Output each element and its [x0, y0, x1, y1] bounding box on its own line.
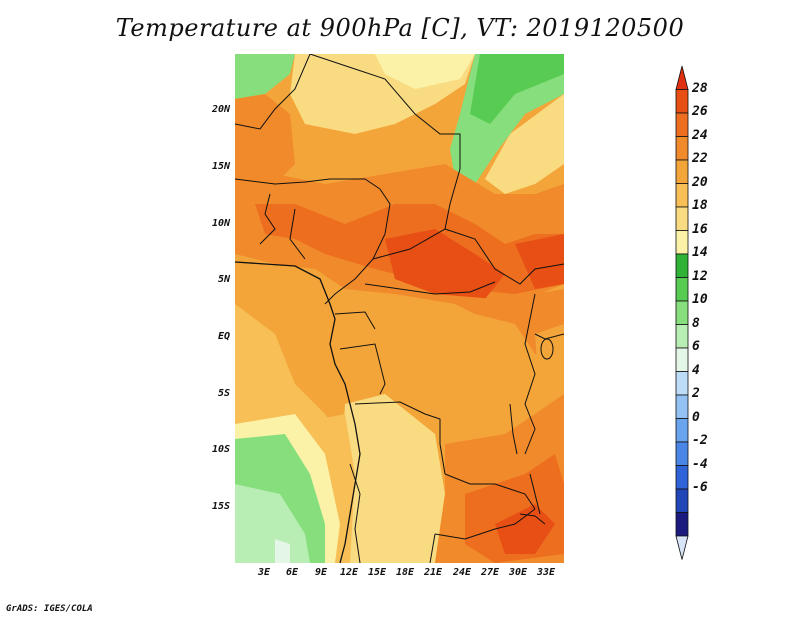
colorbar-segment — [675, 418, 689, 443]
colorbar-segment — [675, 183, 689, 208]
lat-label: 5N — [217, 274, 230, 285]
zone-basin-24 — [435, 289, 564, 354]
colorbar-segment — [675, 324, 689, 349]
colorbar-segment — [675, 347, 689, 372]
lon-label: 30E — [508, 567, 528, 578]
colorbar-segments — [675, 65, 689, 560]
colorbar-segment — [675, 206, 689, 231]
lat-label: 10N — [211, 218, 230, 229]
colorbar-segment — [675, 300, 689, 325]
colorbar-segment — [675, 136, 689, 161]
colorbar-tick-label: 28 — [692, 80, 708, 96]
lat-label: 15N — [211, 161, 230, 172]
zone-northeast-pale — [485, 94, 564, 194]
lat-label: 20N — [211, 104, 230, 115]
colorbar-tick-label: -4 — [692, 456, 708, 472]
grads-credit: GrADS: IGES/COLA — [6, 604, 93, 614]
zone-north-pale2 — [375, 54, 475, 89]
colorbar-segment — [675, 159, 689, 184]
colorbar-tick-label: 8 — [692, 315, 700, 331]
lon-label: 18E — [395, 567, 415, 578]
colorbar-tick-label: 24 — [692, 127, 708, 143]
lon-label: 24E — [452, 567, 472, 578]
zone-west-24 — [235, 94, 295, 194]
zone-east-28 — [515, 234, 564, 289]
lon-label: 33E — [536, 567, 556, 578]
zone-ocean-12 — [235, 484, 310, 563]
colorbar-bottom-triangle — [675, 535, 689, 560]
lon-label: 21E — [423, 567, 443, 578]
colorbar-tick-label: 16 — [692, 221, 708, 237]
zone-northeast-green2 — [470, 54, 564, 124]
lon-label: 6E — [285, 567, 299, 578]
colorbar-tick-label: 4 — [692, 362, 700, 378]
colorbar-tick-label: 6 — [692, 339, 700, 354]
colorbar-tick-label: -2 — [692, 433, 708, 448]
colorbar-segment — [675, 512, 689, 537]
colorbar-segment — [675, 371, 689, 396]
coastline — [235, 261, 361, 563]
lon-label: 9E — [314, 567, 328, 578]
colorbar-segment — [675, 465, 689, 490]
zone-gulf-20 — [235, 304, 345, 444]
colorbar-tick-label: -6 — [692, 480, 708, 495]
map-title: Temperature at 900hPa [C], VT: 201912050… — [115, 14, 685, 42]
colorbar-tick-label: 18 — [692, 198, 708, 213]
colorbar-segment — [675, 394, 689, 419]
zone-angola-pale — [340, 394, 445, 563]
colorbar-segment — [675, 89, 689, 114]
lat-label: 5S — [217, 388, 230, 399]
colorbar — [675, 65, 689, 560]
lon-label: 12E — [339, 567, 359, 578]
colorbar-segment — [675, 112, 689, 137]
zone-northwest-green — [235, 54, 295, 99]
zone-ocean-10 — [275, 539, 290, 563]
colorbar-tick-label: 2 — [692, 386, 700, 401]
lakes — [509, 338, 554, 525]
zone-southeast-28 — [495, 504, 555, 554]
colorbar-segment — [675, 488, 689, 513]
colorbar-tick-label: 26 — [692, 104, 708, 119]
country-boundaries — [235, 54, 564, 563]
zone-gulf-22 — [235, 254, 345, 324]
colorbar-segment — [675, 253, 689, 278]
colorbar-segment — [675, 441, 689, 466]
lon-label: 15E — [367, 567, 387, 578]
lat-label: 15S — [211, 501, 230, 512]
colorbar-tick-label: 10 — [692, 292, 708, 307]
temperature-map — [235, 54, 564, 563]
lat-label: 10S — [211, 444, 230, 455]
colorbar-tick-label: 14 — [692, 245, 708, 260]
colorbar-tick-label: 12 — [692, 268, 708, 284]
colorbar-tick-label: 20 — [692, 174, 708, 190]
zone-basin-22 — [375, 304, 545, 444]
lon-label: 27E — [480, 567, 500, 578]
colorbar-segment — [675, 230, 689, 255]
lat-label: EQ — [217, 331, 230, 342]
lon-label: 3E — [257, 567, 271, 578]
colorbar-top-triangle — [675, 65, 689, 90]
colorbar-tick-label: 0 — [692, 409, 700, 425]
colorbar-segment — [675, 277, 689, 302]
colorbar-tick-label: 22 — [692, 151, 708, 166]
